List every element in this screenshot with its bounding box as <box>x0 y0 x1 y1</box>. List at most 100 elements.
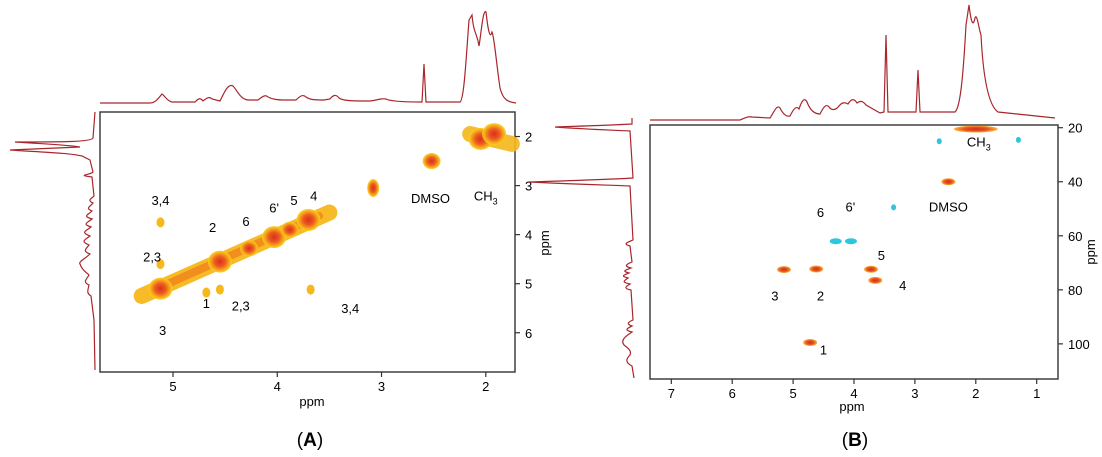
panel-a-annotation: DMSO <box>411 191 450 206</box>
panel-a-cross-peak <box>156 259 165 270</box>
annotation-subscript: 3 <box>986 143 991 153</box>
panel-b-x-tick-label: 5 <box>789 386 796 401</box>
panel-a-y-tick-label: 3 <box>525 179 532 194</box>
panel-a-y-ticks: 2 3 4 5 6 <box>515 130 532 341</box>
annotation-text: 2,3 <box>232 299 250 314</box>
panel-b-label-close: ) <box>862 430 868 451</box>
panel-a-label: (A) <box>297 430 323 451</box>
panel-a-top-projection <box>100 11 517 104</box>
annotation-text: 1 <box>203 296 210 311</box>
panel-b-positive-peak <box>776 266 791 274</box>
panel-b-top-projection <box>650 4 1056 121</box>
annotation-text: 5 <box>878 248 885 263</box>
annotation-text: CH <box>967 135 986 150</box>
panel-a-diagonal-peak <box>422 153 441 170</box>
panel-a-cross-peak <box>202 287 211 298</box>
annotation-text: 6 <box>817 205 824 220</box>
panel-a-annotation: 1 <box>203 296 210 311</box>
panel-a-x-tick-label: 2 <box>482 379 489 394</box>
panel-a-y-tick-label: 2 <box>525 130 532 145</box>
panel-a-annotation: 5 <box>290 193 297 208</box>
panel-a-x-tick-label: 5 <box>169 379 176 394</box>
annotation-text: 2 <box>209 220 216 235</box>
panel-a-diagonal-peak <box>240 240 259 257</box>
panel-a-diagonal-peak <box>367 179 380 198</box>
panel-a-diagonal-peak <box>148 277 173 300</box>
panel-a-diagonal-peak <box>482 123 507 146</box>
panel-a-x-axis-label: ppm <box>299 394 324 409</box>
panel-a-peaks <box>133 123 520 304</box>
annotation-text: DMSO <box>929 199 968 214</box>
panel-b-annotation: 3 <box>771 289 778 304</box>
panel-b-negative-peak <box>936 138 942 145</box>
panel-b-y-tick-label: 40 <box>1068 175 1082 190</box>
panel-a-x-tick-label: 3 <box>378 379 385 394</box>
annotation-text: 2 <box>817 289 824 304</box>
panel-b-peaks <box>776 125 1021 347</box>
panel-b-y-tick-label: 60 <box>1068 229 1082 244</box>
panel-b-x-axis-label: ppm <box>839 399 864 414</box>
annotation-text: 2,3 <box>143 250 161 265</box>
panel-a-label-letter: A <box>303 430 317 451</box>
annotation-text: 5 <box>290 193 297 208</box>
panel-b-y-axis-label: ppm <box>1083 239 1098 264</box>
annotation-text: CH <box>474 188 493 203</box>
panel-b-annotation: 2 <box>817 289 824 304</box>
panel-a-diagonal-peak <box>207 250 232 273</box>
panel-b-y-tick-label: 20 <box>1068 121 1082 136</box>
panel-b-annotation: 4 <box>899 278 906 293</box>
annotation-text: 3 <box>771 289 778 304</box>
panel-a-cross-peak <box>306 284 315 295</box>
annotation-text: 3 <box>159 323 166 338</box>
annotation-text: 6 <box>242 214 249 229</box>
annotation-text: 1 <box>820 343 827 358</box>
annotation-text: 6' <box>845 199 855 214</box>
panel-b-positive-peak <box>864 265 879 273</box>
panel-b-x-ticks: 7 6 5 4 3 2 1 <box>668 379 1040 401</box>
panel-b-positive-peak <box>803 339 818 347</box>
panel-b-positive-peak <box>809 265 824 273</box>
panel-a-cross-peak <box>215 284 224 295</box>
annotation-text: DMSO <box>411 191 450 206</box>
panel-a-label-close: ) <box>317 430 323 451</box>
panel-a-cross-peak <box>156 217 165 228</box>
panel-b-x-tick-label: 3 <box>911 386 918 401</box>
annotation-text: 4 <box>899 278 906 293</box>
panel-a-x-tick-label: 4 <box>274 379 281 394</box>
panel-b-x-tick-label: 4 <box>850 386 857 401</box>
panel-b-annotation: CH3 <box>967 135 991 153</box>
panel-a-y-tick-label: 6 <box>525 326 532 341</box>
panel-b-positive-peak <box>941 178 956 186</box>
panel-a-y-tick-label: 4 <box>525 228 532 243</box>
panel-b-x-tick-label: 1 <box>1033 386 1040 401</box>
panel-b-negative-peak <box>844 238 857 245</box>
annotation-text: 6' <box>269 201 279 216</box>
panel-a-diagonal-peak <box>280 221 299 238</box>
panel-a-annotation: 2,3 <box>143 250 161 265</box>
panel-a-diagonal-peak <box>262 226 287 249</box>
annotation-subscript: 3 <box>493 196 498 206</box>
panel-a-annotation: 3 <box>159 323 166 338</box>
panel-b-annotation: 6' <box>845 199 855 214</box>
panel-b-y-tick-label: 80 <box>1068 283 1082 298</box>
panel-a-annotation: 2 <box>209 220 216 235</box>
panel-b-annotation: DMSO <box>929 199 968 214</box>
panel-a-annotation: 3,4 <box>341 301 359 316</box>
panel-b-y-ticks: 20 40 60 80 100 <box>1058 121 1090 352</box>
panel-b-y-tick-label: 100 <box>1068 337 1090 352</box>
panel-b-negative-peak <box>891 204 897 211</box>
panel-b-plot-frame <box>649 124 1059 380</box>
panel-a-label-open: ( <box>297 430 304 451</box>
panel-a-annotation: 6' <box>269 201 279 216</box>
panel-a-plot-frame <box>99 111 516 373</box>
annotation-text: 3,4 <box>341 301 359 316</box>
panel-a-diagonal-peak <box>296 208 321 231</box>
panel-a-x-ticks: 5 4 3 2 <box>169 372 489 394</box>
panel-b-annotation: 6 <box>817 205 824 220</box>
panel-a-annotation: 2,3 <box>232 299 250 314</box>
panel-b-negative-peak <box>829 238 842 245</box>
panel-b-label-open: ( <box>842 430 849 451</box>
